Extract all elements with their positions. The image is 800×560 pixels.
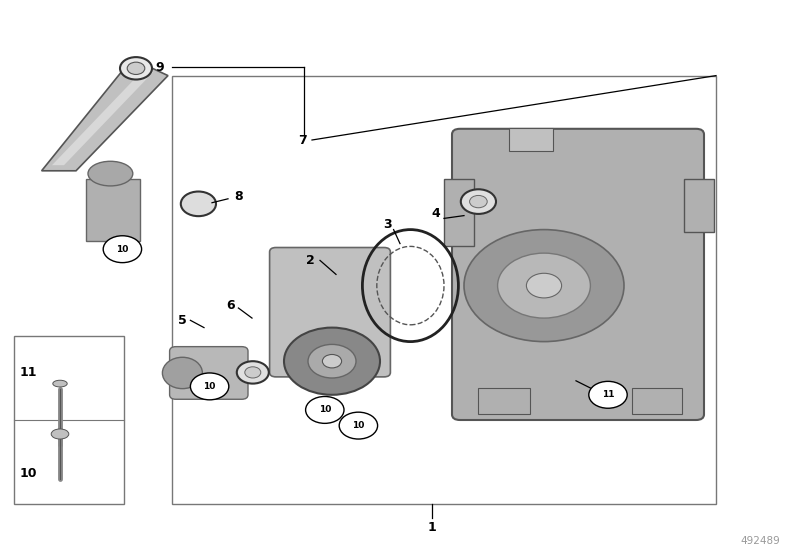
Ellipse shape — [51, 429, 69, 439]
Circle shape — [526, 273, 562, 298]
Text: 10: 10 — [318, 405, 331, 414]
Circle shape — [470, 195, 487, 208]
Text: 9: 9 — [156, 60, 164, 74]
Text: 10: 10 — [203, 382, 216, 391]
Polygon shape — [42, 59, 168, 171]
Text: 2: 2 — [306, 254, 314, 267]
Circle shape — [306, 396, 344, 423]
Circle shape — [190, 373, 229, 400]
Text: 10: 10 — [116, 245, 129, 254]
FancyBboxPatch shape — [270, 248, 390, 377]
Circle shape — [322, 354, 342, 368]
Circle shape — [498, 253, 590, 318]
Text: 4: 4 — [432, 207, 440, 221]
Bar — [444, 179, 474, 246]
Bar — [478, 388, 530, 414]
Text: 11: 11 — [20, 366, 38, 379]
Ellipse shape — [162, 357, 202, 389]
Circle shape — [103, 236, 142, 263]
Polygon shape — [52, 72, 154, 165]
Text: 10: 10 — [20, 466, 38, 480]
Circle shape — [308, 344, 356, 378]
Circle shape — [245, 367, 261, 378]
Text: 5: 5 — [178, 314, 186, 327]
Circle shape — [339, 412, 378, 439]
Polygon shape — [86, 179, 140, 241]
Text: 7: 7 — [298, 133, 306, 147]
Circle shape — [464, 230, 624, 342]
Text: 11: 11 — [602, 390, 614, 399]
Bar — [14, 336, 124, 504]
Circle shape — [284, 328, 380, 395]
Circle shape — [589, 381, 627, 408]
Circle shape — [127, 62, 145, 74]
Ellipse shape — [181, 192, 216, 216]
Text: 10: 10 — [352, 421, 365, 430]
Ellipse shape — [53, 380, 67, 387]
Circle shape — [461, 189, 496, 214]
Bar — [172, 76, 716, 504]
Bar — [632, 388, 682, 414]
FancyBboxPatch shape — [170, 347, 248, 399]
FancyBboxPatch shape — [452, 129, 704, 420]
Text: 492489: 492489 — [740, 536, 780, 546]
Text: 6: 6 — [226, 298, 234, 312]
Text: 8: 8 — [234, 189, 242, 203]
Text: 3: 3 — [384, 217, 392, 231]
Bar — [684, 179, 714, 232]
Circle shape — [120, 57, 152, 80]
Text: 1: 1 — [428, 521, 436, 534]
Ellipse shape — [88, 161, 133, 186]
Circle shape — [237, 361, 269, 384]
Bar — [509, 128, 553, 151]
